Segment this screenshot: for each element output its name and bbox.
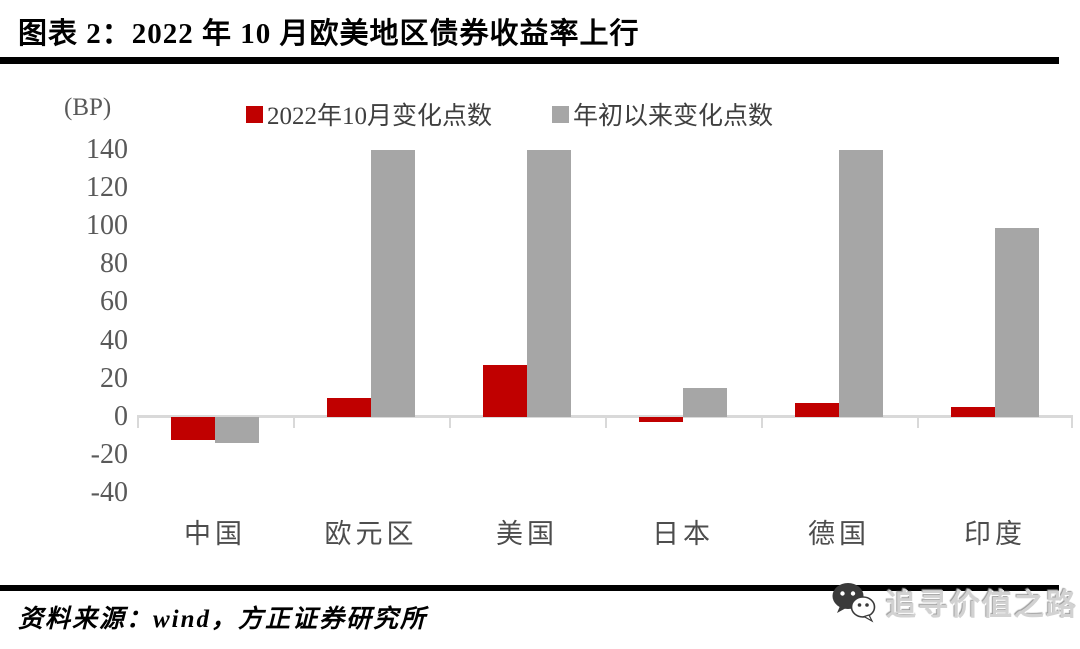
- data-source-text: 资料来源：wind，方正证券研究所: [18, 606, 428, 633]
- axis-boundary-tick: [761, 418, 763, 429]
- legend-swatch-red: [246, 105, 263, 123]
- x-tick-label-3: 日本: [652, 519, 714, 549]
- y-axis-unit-label: (BP): [64, 94, 112, 121]
- bar-series0-1: [327, 397, 371, 417]
- x-tick-label-2: 美国: [496, 519, 558, 549]
- axis-zero-line: [137, 415, 1073, 419]
- bar-series0-5: [951, 407, 995, 417]
- bar-series0-4: [795, 403, 839, 417]
- y-axis: 140 120 100 80 60 40 20 0 -20 -40: [0, 136, 128, 507]
- watermark-text: 追寻价值之路: [886, 589, 1078, 622]
- bar-series1-4: [839, 150, 883, 417]
- bar-series1-3: [683, 388, 727, 417]
- legend-item-ytd-change: 年初以来变化点数: [552, 96, 773, 132]
- chart-legend: 2022年10月变化点数 年初以来变化点数: [246, 96, 773, 132]
- bar-series0-0: [171, 416, 215, 440]
- y-tick-label: -20: [90, 438, 128, 470]
- axis-boundary-tick: [293, 418, 295, 429]
- legend-label: 2022年10月变化点数: [267, 103, 493, 130]
- bar-series0-3: [639, 416, 683, 423]
- x-tick-label-4: 德国: [808, 519, 870, 549]
- y-tick-label: 120: [86, 172, 128, 204]
- axis-boundary-tick: [605, 418, 607, 429]
- y-tick-label: 40: [100, 324, 128, 356]
- footer-divider-rule: [0, 585, 1059, 591]
- plot-area: [137, 150, 1073, 493]
- x-tick-label-5: 印度: [964, 519, 1026, 549]
- watermark: 追寻价值之路: [830, 580, 1078, 624]
- bar-series1-1: [371, 150, 415, 417]
- y-tick-label: -40: [90, 477, 128, 508]
- bar-series1-5: [995, 228, 1039, 417]
- axis-boundary-tick: [1071, 418, 1073, 429]
- axis-boundary-tick: [917, 418, 919, 429]
- x-tick-label-1: 欧元区: [324, 519, 418, 549]
- bar-series1-2: [527, 150, 571, 417]
- y-tick-label: 100: [86, 210, 128, 242]
- x-tick-label-0: 中国: [184, 519, 246, 549]
- bar-series1-0: [215, 416, 259, 444]
- y-tick-label: 20: [100, 362, 128, 394]
- wechat-icon: [830, 581, 878, 623]
- title-divider-rule: [0, 57, 1059, 64]
- y-tick-label: 60: [100, 286, 128, 318]
- legend-label: 年初以来变化点数: [573, 103, 774, 130]
- y-tick-label: 80: [100, 248, 128, 280]
- page-title: 图表 2：2022 年 10 月欧美地区债券收益率上行: [18, 18, 640, 50]
- x-axis: 中国 欧元区 美国 日本 德国 印度: [137, 512, 1073, 549]
- legend-swatch-gray: [552, 105, 570, 123]
- legend-item-october-change: 2022年10月变化点数: [246, 96, 492, 132]
- axis-boundary-tick: [449, 418, 451, 429]
- bar-series0-2: [483, 365, 527, 417]
- y-tick-label: 140: [86, 134, 128, 165]
- y-tick-label: 0: [114, 400, 128, 432]
- axis-boundary-tick: [137, 418, 139, 429]
